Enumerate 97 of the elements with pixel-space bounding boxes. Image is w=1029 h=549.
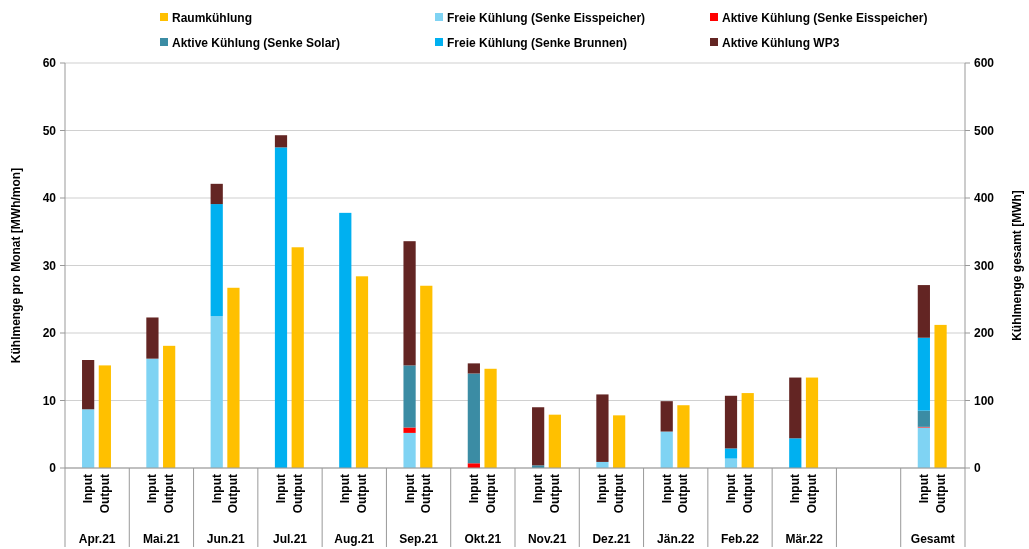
x-tick-label: Output	[676, 474, 691, 514]
bar	[82, 409, 95, 468]
bar	[613, 415, 626, 468]
bar	[274, 147, 288, 468]
x-tick-label: Output	[933, 474, 948, 514]
text: Feb.22	[720, 532, 760, 546]
x-tick-label: Output	[226, 474, 241, 514]
bar	[98, 365, 111, 468]
bar	[789, 377, 802, 439]
bar	[596, 394, 609, 462]
x-tick-label: Input	[402, 474, 417, 504]
bar	[339, 212, 352, 468]
y2-tick-label: 100	[974, 393, 995, 408]
bar	[532, 407, 545, 466]
x-tick-label: Input	[274, 474, 288, 504]
bar	[355, 276, 369, 468]
bar	[741, 393, 754, 468]
y2-tick-label: 0	[974, 461, 981, 475]
bar	[724, 448, 738, 459]
text: Dez.21	[592, 532, 631, 546]
bar	[274, 135, 288, 148]
bar	[660, 401, 673, 432]
bar	[210, 183, 223, 205]
y2-tick-label: 600	[974, 56, 995, 70]
x-tick-label: Output	[483, 474, 498, 514]
y-axis-title: Kühlmenge pro Monat [MWh/mon]	[9, 167, 23, 364]
x-tick-label: Output	[355, 474, 369, 514]
x-tick-label: Input	[466, 474, 481, 504]
x-tick-label: Output	[419, 474, 434, 514]
bar	[467, 373, 480, 464]
y2-tick-label: 300	[974, 258, 995, 273]
bar	[403, 432, 416, 468]
x-tick-label: Input	[209, 474, 224, 504]
bar	[420, 285, 433, 468]
y-tick-label: 40	[42, 191, 57, 205]
bar	[677, 405, 690, 468]
bar	[82, 360, 95, 410]
y-tick-label: 60	[42, 56, 57, 70]
y-tick-label: 30	[42, 258, 57, 273]
x-tick-label: Input	[338, 474, 353, 504]
bar	[146, 317, 159, 359]
text: Apr.21	[78, 532, 116, 546]
y-tick-label: 20	[42, 326, 57, 340]
legend-label: Aktive Kühlung WP3	[722, 36, 840, 50]
bar	[660, 431, 673, 468]
x-tick-label: Output	[162, 474, 177, 514]
x-tick-label: Output	[97, 474, 112, 514]
x-tick-label: Input	[595, 474, 610, 504]
x-tick-label: Output	[805, 474, 819, 514]
x-tick-label: Input	[916, 474, 931, 504]
text: Mai.21	[143, 532, 181, 546]
x-tick-label: Input	[724, 474, 738, 504]
bar	[146, 358, 159, 468]
text: Jul.21	[272, 532, 308, 546]
x-tick-label: Output	[740, 474, 755, 514]
bar	[403, 427, 416, 433]
x-tick-label: Input	[81, 474, 96, 504]
text: Gesamt	[910, 532, 955, 546]
y2-tick-label: 400	[974, 191, 995, 205]
bar	[805, 377, 819, 468]
bar	[210, 204, 223, 317]
text: Mär.22	[785, 532, 824, 546]
legend-label: Aktive Kühlung (Senke Eisspeicher)	[722, 11, 928, 25]
bar	[403, 365, 416, 428]
bar	[724, 395, 738, 449]
legend-label: Raumkühlung	[172, 11, 252, 25]
y2-axis-title: Kühlmenge gesamt [MWh]	[1010, 190, 1024, 341]
x-tick-label: Output	[547, 474, 562, 514]
text: Okt.21	[464, 532, 502, 546]
text: Sep.21	[399, 532, 439, 546]
x-tick-label: Input	[659, 474, 674, 504]
legend-label: Freie Kühlung (Senke Brunnen)	[447, 36, 628, 50]
y-tick-label: 50	[42, 123, 57, 138]
text: Jän.22	[657, 532, 695, 546]
bar	[789, 438, 802, 468]
bar	[467, 363, 480, 374]
bar	[163, 345, 176, 468]
text: Aug.21	[334, 532, 375, 546]
bar	[548, 414, 561, 468]
x-tick-label: Input	[531, 474, 546, 504]
legend-label: Aktive Kühlung (Senke Solar)	[172, 36, 341, 50]
text: Jun.21	[206, 532, 246, 546]
y-tick-label: 10	[42, 393, 57, 408]
y-tick-label: 0	[49, 461, 57, 475]
x-tick-label: Input	[788, 474, 803, 504]
bar	[291, 247, 304, 468]
bar	[403, 241, 416, 366]
bar	[227, 287, 240, 468]
y2-tick-label: 500	[974, 123, 995, 138]
legend-label: Freie Kühlung (Senke Eisspeicher)	[447, 11, 646, 25]
bar	[210, 316, 223, 468]
x-tick-label: Output	[612, 474, 627, 514]
text: Nov.21	[527, 532, 567, 546]
x-tick-label: Input	[145, 474, 160, 504]
x-tick-label: Output	[290, 474, 305, 514]
bar	[484, 368, 497, 468]
y2-tick-label: 200	[974, 326, 995, 340]
